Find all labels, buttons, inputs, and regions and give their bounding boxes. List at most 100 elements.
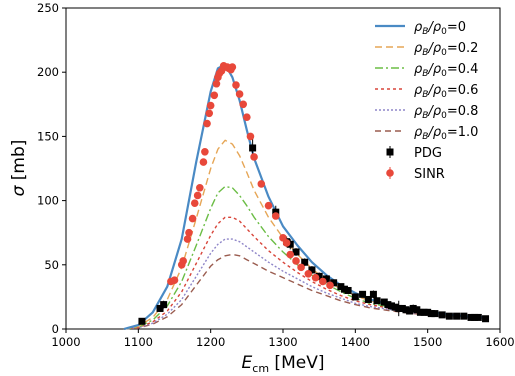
y-axis-label: σ [mb] <box>9 140 29 197</box>
pdg-point <box>344 286 352 294</box>
sinr-point <box>196 183 204 192</box>
x-tick-label: 1200 <box>196 335 225 349</box>
pdg-point <box>337 283 345 291</box>
pdg-point <box>384 301 392 309</box>
data-points <box>138 61 490 325</box>
pdg-point <box>402 306 410 314</box>
pdg-point <box>380 298 388 306</box>
pdg-point <box>308 266 316 274</box>
y-tick-label: 150 <box>37 129 59 143</box>
pdg-point <box>156 304 164 312</box>
legend-label: ρB/ρ0=0.6 <box>414 83 478 100</box>
legend-label: ρB/ρ0=0.2 <box>414 41 478 58</box>
pdg-point <box>409 304 417 312</box>
pdg-point <box>453 312 461 320</box>
sinr-point <box>212 79 221 88</box>
y-tick-label: 250 <box>37 1 59 15</box>
pdg-point <box>322 275 330 283</box>
pdg-point <box>416 308 424 316</box>
sinr-point <box>282 239 291 247</box>
pdg-point <box>373 297 381 305</box>
sinr-point <box>179 257 187 265</box>
legend-label: PDG <box>414 146 442 161</box>
x-tick-label: 1000 <box>51 335 80 349</box>
legend-label: ρB/ρ0=0 <box>414 20 466 37</box>
x-tick-label: 1500 <box>413 335 442 349</box>
pdg-point <box>286 240 294 248</box>
legend-label: SINR <box>414 167 445 182</box>
pdg-point <box>471 313 479 321</box>
sinr-point <box>199 158 208 166</box>
pdg-point <box>467 313 475 321</box>
sinr-point <box>210 91 219 100</box>
sinr-point <box>239 100 248 109</box>
sinr-point <box>203 119 211 128</box>
sinr-point <box>228 63 237 71</box>
legend-label: ρB/ρ0=1.0 <box>414 125 478 142</box>
sinr-point <box>286 250 295 259</box>
legend-circle-marker <box>386 169 394 177</box>
pdg-point <box>330 279 338 287</box>
y-tick-label: 0 <box>52 322 59 336</box>
plot-area: 1000 1100 1200 1300 1400 1500 1600 0 50 100 150 20… <box>37 1 515 349</box>
pdg-point <box>413 306 421 314</box>
sinr-point <box>264 201 273 210</box>
y-tick-label: 100 <box>37 194 59 208</box>
sinr-point <box>311 273 320 282</box>
sinr-point <box>190 199 199 207</box>
sinr-point <box>297 263 305 272</box>
pdg-point <box>388 302 395 310</box>
sinr-point <box>185 228 193 237</box>
pdg-point <box>292 248 300 256</box>
pdg-point <box>315 272 323 280</box>
legend-label: ρB/ρ0=0.4 <box>414 62 478 79</box>
series-line <box>123 185 486 330</box>
pdg-point <box>474 313 482 321</box>
pdg-point <box>272 208 280 216</box>
pdg-point <box>420 308 428 316</box>
x-tick-label: 1600 <box>485 335 514 349</box>
sinr-point <box>206 101 215 110</box>
pdg-point <box>395 304 403 312</box>
pdg-point <box>445 312 453 320</box>
legend-square-marker <box>386 148 394 156</box>
legend-label: ρB/ρ0=0.8 <box>414 104 478 121</box>
pdg-point <box>160 301 168 309</box>
pdg-point <box>301 258 309 266</box>
pdg-point <box>359 290 367 298</box>
pdg-point <box>340 285 348 293</box>
x-tick-label: 1300 <box>268 335 297 349</box>
pdg-point <box>424 308 432 316</box>
pdg-point <box>391 303 399 311</box>
pdg-point <box>438 311 446 319</box>
sinr-point <box>201 148 209 156</box>
y-tick-label: 50 <box>44 258 59 272</box>
sinr-point <box>205 109 214 118</box>
pdg-point <box>364 295 372 303</box>
x-axis-label: Ecm [MeV] <box>242 353 325 375</box>
pdg-point <box>482 315 490 323</box>
pdg-point <box>431 310 439 318</box>
sinr-point <box>183 235 192 243</box>
sinr-point <box>170 276 179 285</box>
x-axis-ticks: 1000 1100 1200 1300 1400 1500 1600 <box>51 329 515 349</box>
legend: ρB/ρ0=0 ρB/ρ0=0.2 ρB/ρ0=0.4 ρB/ρ0=0.6 ρB/ρ0=… <box>375 20 478 182</box>
sinr-point <box>271 212 280 220</box>
sinr-point <box>318 277 327 286</box>
sinr-point <box>292 257 300 265</box>
pdg-point <box>369 290 377 298</box>
pdg-point <box>406 307 414 315</box>
sinr-point <box>235 90 244 98</box>
sinr-point <box>257 180 266 188</box>
sinr-point <box>232 81 240 89</box>
sinr-point <box>188 214 197 223</box>
y-axis-ticks: 0 50 100 150 200 250 <box>37 1 66 336</box>
sinr-point <box>304 269 313 278</box>
y-tick-label: 200 <box>37 65 59 79</box>
pdg-point <box>398 304 406 312</box>
pdg-point <box>249 144 257 152</box>
x-tick-label: 1100 <box>124 335 153 349</box>
x-tick-label: 1400 <box>341 335 370 349</box>
pdg-point <box>460 312 468 320</box>
